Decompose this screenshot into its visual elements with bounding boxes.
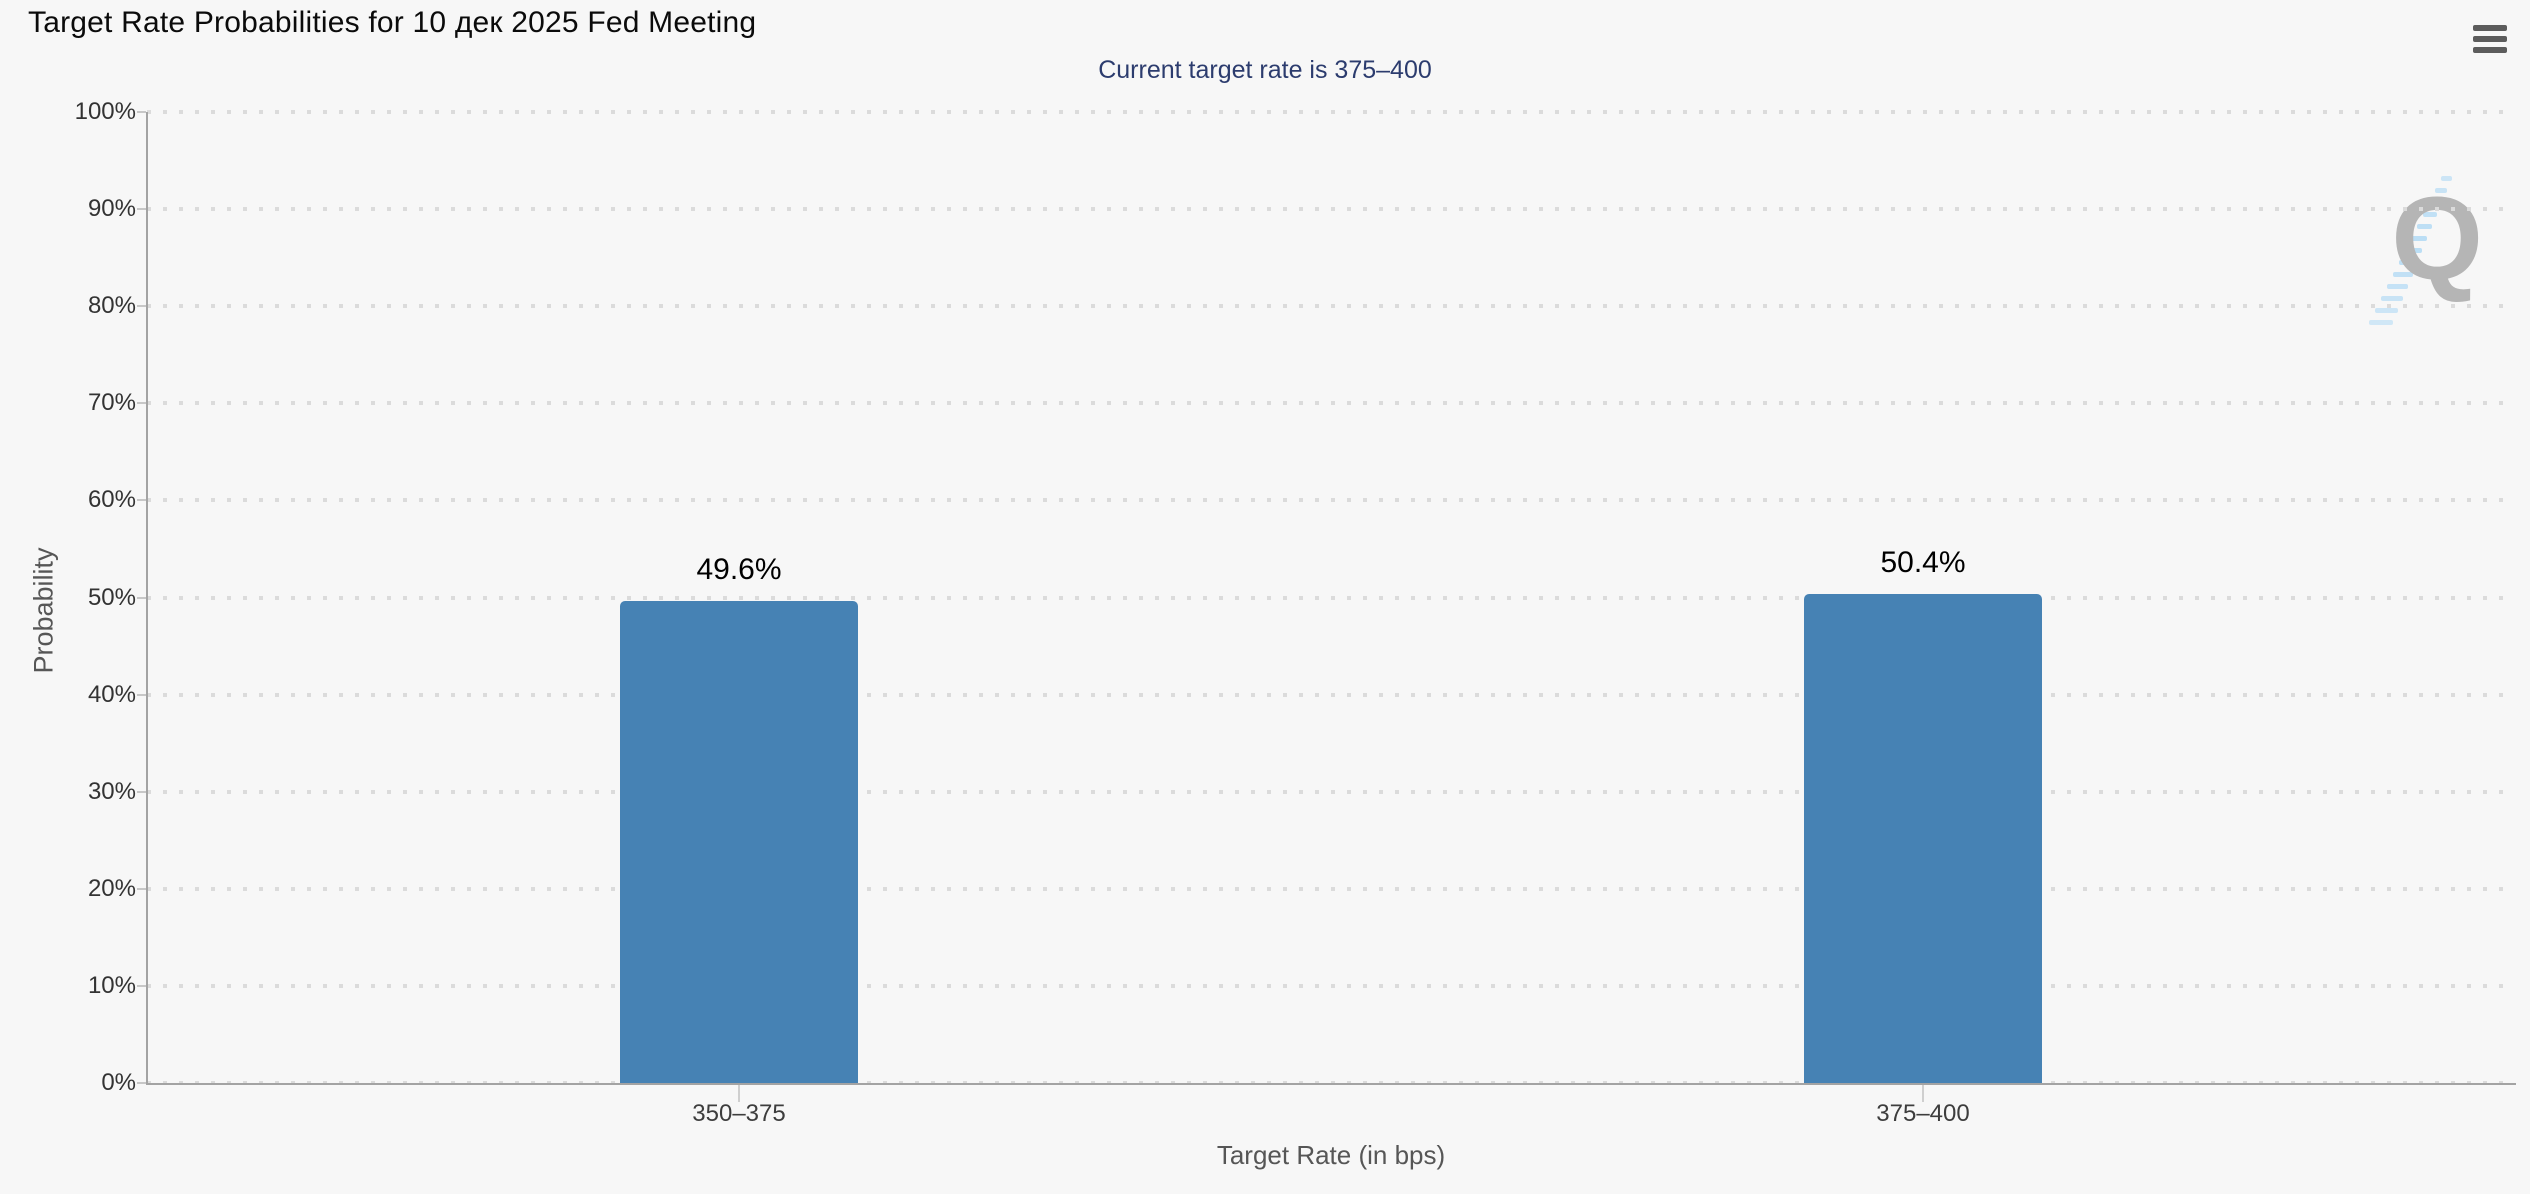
watermark-dash [2393, 272, 2413, 277]
x-axis-title: Target Rate (in bps) [1216, 1140, 1446, 1170]
chart-subtitle: Current target rate is 375–400 [1098, 56, 1432, 84]
probability-bar[interactable] [620, 601, 858, 1083]
y-tick-mark [137, 887, 146, 890]
watermark-dash [2417, 224, 2433, 229]
y-tick-label: 20% [87, 874, 136, 902]
plot-area: Q 49.6% 50.4% [147, 110, 2515, 1085]
watermark-dash [2441, 176, 2452, 181]
watermark-dash [2375, 308, 2398, 313]
y-tick-label: 100% [74, 98, 136, 125]
y-axis-ticks [137, 111, 146, 1084]
x-tick-label: 375–400 [1876, 1100, 1970, 1127]
x-axis-ticks [147, 1085, 2515, 1102]
gridline [147, 595, 2515, 600]
y-tick-label: 90% [87, 195, 136, 223]
gridline [147, 692, 2515, 697]
y-tick-mark [137, 790, 146, 793]
y-tick-mark [137, 305, 146, 308]
y-tick-mark [137, 693, 146, 696]
gridline [147, 886, 2515, 891]
y-tick-label: 70% [87, 389, 136, 417]
y-tick-mark [137, 1082, 146, 1084]
y-tick-mark [137, 402, 146, 405]
bar-value-label: 50.4% [1880, 545, 1966, 579]
watermark-dash [2381, 296, 2403, 301]
x-axis-line [146, 1083, 2516, 1085]
y-tick-mark [137, 499, 146, 502]
x-tick-label: 350–375 [692, 1100, 786, 1127]
watermark-dash [2435, 188, 2447, 193]
y-tick-mark [137, 596, 146, 599]
gridline [147, 983, 2515, 988]
watermark-dash [2423, 212, 2438, 217]
y-tick-label: 40% [87, 680, 136, 708]
watermark-dash [2399, 260, 2418, 265]
y-tick-label: 0% [101, 1069, 136, 1096]
watermark-dash [2369, 320, 2393, 325]
gridline [147, 789, 2515, 794]
gridline [147, 207, 2515, 212]
y-axis-line [146, 112, 148, 1084]
chart-context-menu-button[interactable] [2466, 16, 2514, 62]
watermark-dash [2411, 236, 2428, 241]
y-tick-label: 10% [87, 971, 136, 999]
watermark-q-letter: Q [2391, 173, 2483, 305]
bar-value-label: 49.6% [696, 553, 782, 587]
watermark-dash [2405, 248, 2423, 253]
gridline [147, 110, 2515, 114]
y-tick-label: 50% [87, 583, 136, 611]
watermark-dash [2429, 200, 2442, 205]
y-tick-mark [137, 208, 146, 211]
chart-title: Target Rate Probabilities for 10 дек 202… [28, 6, 757, 39]
y-axis-tick-labels: 0% 10% 20% 30% 40% 50% 60% 70% 80% 90% 100% [0, 98, 136, 1096]
probability-bar[interactable] [1804, 593, 2042, 1083]
x-tick-mark [738, 1085, 740, 1102]
x-tick-mark [1922, 1085, 1924, 1102]
watermark-dash [2387, 284, 2408, 289]
gridline [147, 401, 2515, 406]
gridline [147, 498, 2515, 503]
x-axis-tick-labels: 350–375 375–400 [147, 1100, 2515, 1132]
y-tick-mark [137, 984, 146, 987]
hamburger-menu-icon [2473, 25, 2507, 53]
gridline [147, 304, 2515, 309]
y-tick-label: 60% [87, 486, 136, 514]
y-tick-mark [137, 111, 146, 113]
y-tick-label: 80% [87, 292, 136, 320]
y-tick-label: 30% [87, 777, 136, 805]
